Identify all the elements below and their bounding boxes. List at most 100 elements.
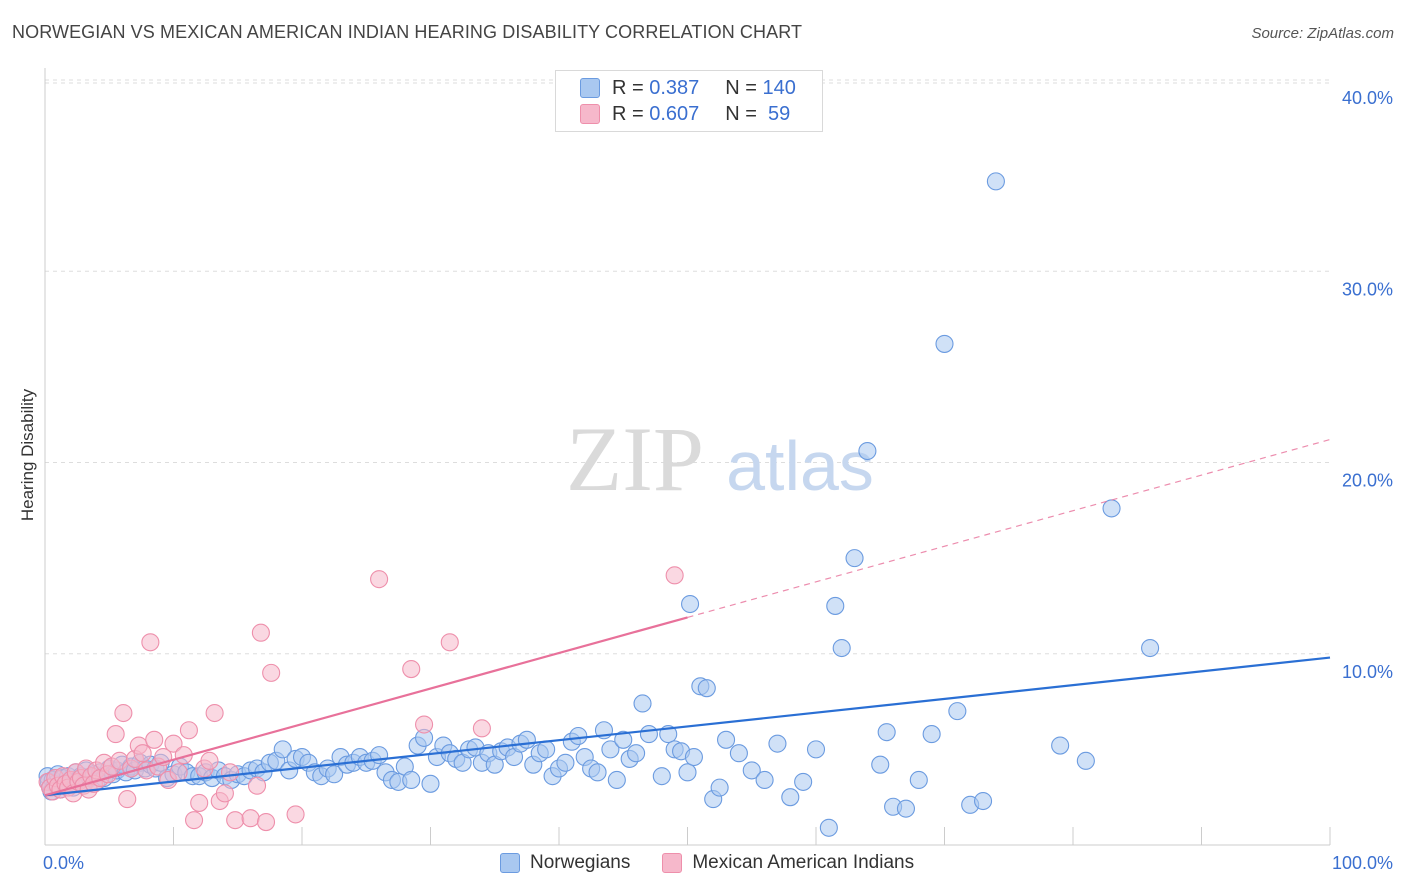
norwegian-point xyxy=(755,770,774,790)
legend-label-mexican-american-indians: Mexican American Indians xyxy=(692,852,915,873)
mexican-american-indian-point xyxy=(226,811,245,830)
mexican-american-indian-point xyxy=(141,633,160,652)
mexican-american-indians-swatch xyxy=(580,104,600,124)
legend-item-mexican-american-indians[interactable]: Mexican American Indians xyxy=(662,852,914,874)
x-tick-label-min: 0.0% xyxy=(43,853,84,873)
mexican-american-indians-trend-extension xyxy=(687,438,1331,618)
mexican-american-indian-point xyxy=(256,812,276,832)
r-value-mexican-american-indians: 0.607 xyxy=(649,102,700,125)
norwegian-point xyxy=(633,694,652,713)
norwegian-point xyxy=(627,744,646,763)
y-tick-label: 20.0% xyxy=(1342,471,1393,491)
norwegian-point xyxy=(1141,638,1160,658)
y-tick-label: 40.0% xyxy=(1342,88,1393,108)
norwegian-point xyxy=(871,755,890,774)
norwegian-point xyxy=(986,172,1005,191)
mexican-american-indian-point xyxy=(145,730,164,749)
mexican-american-indian-point xyxy=(370,570,389,589)
mexican-american-indian-point xyxy=(262,663,281,682)
legend-label-norwegians: Norwegians xyxy=(530,852,631,873)
r-value-norwegians: 0.387 xyxy=(649,76,700,99)
norwegian-point xyxy=(826,596,845,615)
norwegian-point xyxy=(806,740,826,759)
trend-lines xyxy=(44,438,1331,797)
mexican-american-indian-point xyxy=(118,790,137,809)
mexican-american-indian-point xyxy=(402,659,421,679)
watermark-zip: ZIP xyxy=(566,408,704,510)
norwegian-point xyxy=(819,818,838,837)
norwegian-point xyxy=(556,753,575,772)
norwegians-legend-swatch xyxy=(500,853,520,873)
n-value-norwegians: 140 xyxy=(762,76,796,99)
norwegian-point xyxy=(614,730,633,749)
norwegian-point xyxy=(421,774,440,793)
norwegian-point xyxy=(402,770,421,790)
chart-title: NORWEGIAN VS MEXICAN AMERICAN INDIAN HEA… xyxy=(12,22,803,42)
norwegian-point xyxy=(742,761,761,780)
r-label: R = xyxy=(612,76,644,99)
mexican-american-indian-point xyxy=(106,725,125,744)
norwegians-trend-line xyxy=(44,656,1331,797)
mexican-american-indian-point xyxy=(247,776,267,795)
norwegian-point xyxy=(794,772,813,791)
mexican-american-indian-point xyxy=(215,784,234,803)
norwegian-point xyxy=(896,799,916,818)
mexican-american-indian-point xyxy=(114,703,133,723)
norwegian-point xyxy=(845,549,864,568)
norwegian-point xyxy=(922,725,941,744)
mexican-american-indian-point xyxy=(472,719,491,738)
norwegian-point xyxy=(639,725,659,744)
norwegian-point xyxy=(1102,499,1121,518)
norwegian-point xyxy=(684,747,703,767)
norwegian-point xyxy=(973,791,993,811)
norwegian-point xyxy=(935,334,954,353)
norwegian-point xyxy=(716,730,736,749)
stats-legend-row-mexican-american-indians: R = 0.607 N = 59 xyxy=(580,102,790,126)
mexican-american-indian-point xyxy=(169,763,188,782)
norwegian-point xyxy=(607,770,626,790)
mexican-american-indian-point xyxy=(200,751,219,770)
norwegian-point xyxy=(729,744,748,763)
mexican-american-indian-point xyxy=(665,566,684,585)
axes xyxy=(44,68,1331,846)
norwegian-point xyxy=(325,765,344,784)
norwegian-point xyxy=(832,638,851,658)
mexican-american-indian-point xyxy=(415,715,434,734)
norwegian-point xyxy=(858,441,877,461)
mexican-american-indian-point xyxy=(133,744,152,763)
norwegian-point xyxy=(601,740,620,759)
mexican-american-indian-point xyxy=(179,721,198,740)
norwegian-point xyxy=(1051,736,1070,755)
norwegian-point xyxy=(697,679,716,698)
norwegian-point xyxy=(569,726,588,746)
norwegian-point xyxy=(781,788,800,807)
y-tick-label: 10.0% xyxy=(1342,662,1393,682)
mexican-american-indian-point xyxy=(205,703,224,723)
norwegian-point xyxy=(1076,751,1095,770)
y-tick-label: 30.0% xyxy=(1342,279,1393,299)
r-label: R = xyxy=(612,102,644,125)
norwegian-point xyxy=(710,778,729,797)
norwegian-point xyxy=(537,740,556,759)
norwegian-point xyxy=(681,594,700,614)
mexican-american-indian-point xyxy=(190,793,209,812)
n-label: N = xyxy=(725,102,757,125)
watermark-atlas: atlas xyxy=(726,427,874,505)
legend-item-norwegians[interactable]: Norwegians xyxy=(500,852,630,874)
norwegian-point xyxy=(273,740,292,759)
mexican-american-indian-point xyxy=(164,734,183,753)
norwegian-point xyxy=(588,763,607,782)
mexican-american-indian-point xyxy=(251,623,270,642)
n-value-mexican-american-indians: 59 xyxy=(762,102,791,125)
mexican-american-indian-point xyxy=(220,763,240,782)
mexican-american-indian-point xyxy=(440,633,459,652)
mexican-american-indians-points xyxy=(38,566,684,832)
norwegian-point xyxy=(877,723,896,742)
mexican-american-indians-trend-line xyxy=(44,616,688,797)
mexican-american-indian-point xyxy=(241,809,260,828)
source-label: Source: ZipAtlas.com xyxy=(1251,25,1394,42)
mexican-american-indian-point xyxy=(286,805,305,824)
norwegian-point xyxy=(948,702,967,721)
stats-legend-row-norwegians: R = 0.387 N = 140 xyxy=(580,76,796,100)
grid-lines xyxy=(45,79,1330,655)
